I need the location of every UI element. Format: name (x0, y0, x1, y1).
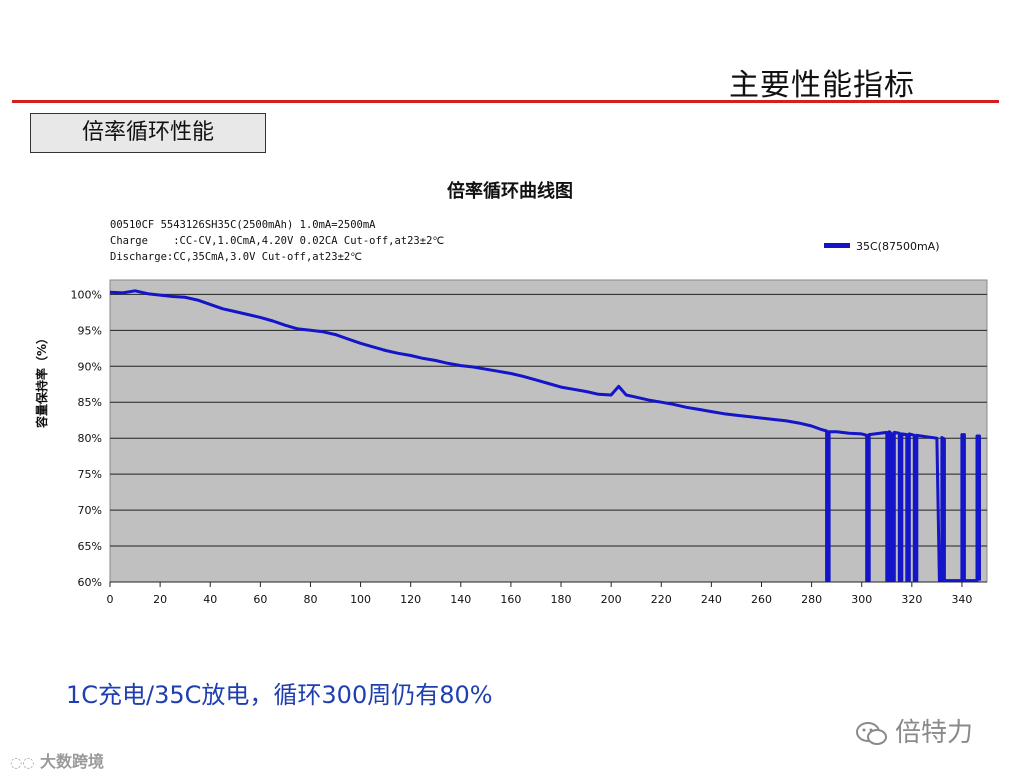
x-tick-label-260: 260 (751, 593, 772, 606)
x-tick-label-240: 240 (701, 593, 722, 606)
y-tick-label-95: 95% (78, 324, 102, 337)
title-divider (12, 100, 999, 103)
chart-title: 倍率循环曲线图 (447, 180, 573, 202)
x-tick-label-200: 200 (601, 593, 622, 606)
result-caption: 1C充电/35C放电，循环300周仍有80% (66, 681, 493, 709)
x-tick-label-80: 80 (303, 593, 317, 606)
x-tick-label-40: 40 (203, 593, 217, 606)
y-tick-label-80: 80% (78, 432, 102, 445)
y-tick-label-90: 90% (78, 360, 102, 373)
watermark-left-text: 大数跨境 (40, 752, 105, 771)
x-tick-label-0: 0 (107, 593, 114, 606)
watermark-right: 倍特力 (855, 712, 973, 749)
x-tick-label-320: 320 (901, 593, 922, 606)
y-tick-label-65: 65% (78, 540, 102, 553)
legend-label: 35C(87500mA) (856, 240, 940, 253)
x-tick-label-300: 300 (851, 593, 872, 606)
x-tick-label-60: 60 (253, 593, 267, 606)
x-tick-label-180: 180 (551, 593, 572, 606)
x-tick-label-140: 140 (450, 593, 471, 606)
series-line-35c (109, 289, 981, 583)
rate-cycle-chart: 倍率循环曲线图 00510CF 5543126SH35C(2500mAh) 1.… (34, 180, 988, 606)
x-tick-label-20: 20 (153, 593, 167, 606)
plot-area (109, 279, 988, 583)
x-tick-label-100: 100 (350, 593, 371, 606)
y-tick-label-60: 60% (78, 576, 102, 589)
grid-lines (110, 293, 987, 583)
watermark-logo-icon: ◌◌ (10, 755, 35, 771)
y-axis-label: 容量保持率（%） (34, 332, 49, 429)
slide-title: 主要性能指标 (729, 68, 915, 103)
chart-annotation-3: Discharge:CC,35CmA,3.0V Cut-off,at23±2℃ (110, 251, 362, 263)
y-tick-label-75: 75% (78, 468, 102, 481)
x-tick-label-160: 160 (500, 593, 521, 606)
x-tick-labels: 0 20 40 60 80 100 120 140 160 180 200 220 240 260 280 3… (107, 582, 972, 606)
x-tick-label-120: 120 (400, 593, 421, 606)
chart-legend: 35C(87500mA) (824, 240, 940, 253)
wechat-icon (855, 721, 887, 745)
chart-annotation-2: Charge :CC-CV,1.0CmA,4.20V 0.02CA Cut-of… (110, 235, 444, 247)
x-tick-label-280: 280 (801, 593, 822, 606)
y-tick-label-85: 85% (78, 396, 102, 409)
chart-annotation-1: 00510CF 5543126SH35C(2500mAh) 1.0mA=2500… (110, 219, 376, 231)
y-tick-labels: 60% 65% 70% 75% 80% 85% 90% 95% 100% (71, 288, 102, 589)
y-tick-label-100: 100% (71, 288, 102, 301)
x-tick-label-340: 340 (951, 593, 972, 606)
watermark-right-text: 倍特力 (894, 718, 973, 748)
y-tick-label-70: 70% (78, 504, 102, 517)
section-label: 倍率循环性能 (30, 113, 266, 153)
watermark-left: ◌◌ 大数跨境 (10, 748, 104, 772)
x-tick-label-220: 220 (651, 593, 672, 606)
legend-swatch (824, 243, 850, 248)
